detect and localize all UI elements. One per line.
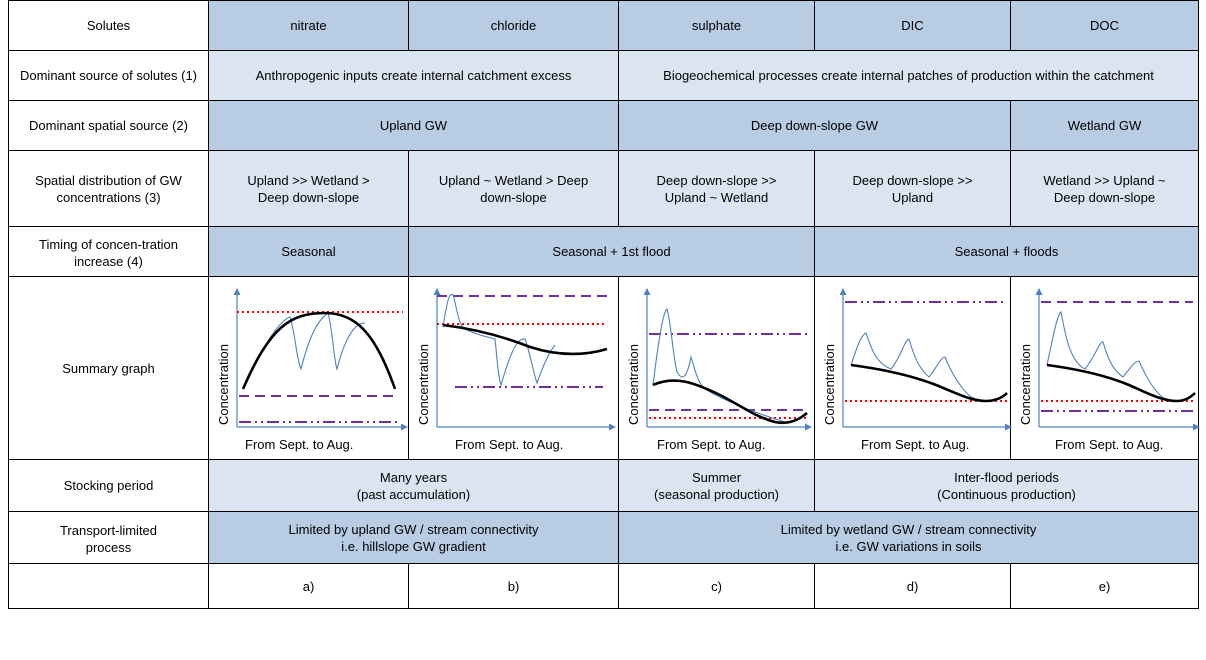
timing-first-flood: Seasonal + 1st flood xyxy=(408,226,815,277)
transport-wetland-line2: i.e. GW variations in soils xyxy=(835,538,982,554)
summary-graph-c: Concentration From Sept. to Aug. xyxy=(626,288,812,452)
summary-graph-d: Concentration From Sept. to Aug. xyxy=(822,288,1012,452)
label-solutes: Solutes xyxy=(8,0,209,51)
letter-a: a) xyxy=(208,563,409,609)
stocking-interflood-sub: (Continuous production) xyxy=(937,486,1076,502)
stocking-interflood-title: Inter-flood periods xyxy=(954,469,1059,485)
row-letters: a) b) c) d) e) xyxy=(8,563,1199,609)
row-summary-graph: Summary graph Concentration From Sept. t… xyxy=(8,276,1200,460)
spatial-deep-gw: Deep down-slope GW xyxy=(618,100,1011,151)
xlabel-a: From Sept. to Aug. xyxy=(245,437,353,452)
label-spatial-source: Dominant spatial source (2) xyxy=(8,100,209,151)
trend-curve-b xyxy=(442,323,608,356)
stocking-summer-sub: (seasonal production) xyxy=(653,486,780,502)
row-timing: Timing of concen-tration increase (4) Se… xyxy=(8,226,1199,277)
graph-cell-b: Concentration From Sept. to Aug. xyxy=(408,276,619,460)
solute-doc: DOC xyxy=(1010,0,1199,51)
stocking-summer: Summer (seasonal production) xyxy=(618,459,815,512)
stocking-many-years-sub: (past accumulation) xyxy=(356,486,471,502)
distribution-nitrate: Upland >> Wetland > Deep down-slope xyxy=(208,150,409,227)
ylabel-b: Concentration xyxy=(416,344,431,425)
distribution-sulphate: Deep down-slope >> Upland ~ Wetland xyxy=(618,150,815,227)
spatial-upland-gw: Upland GW xyxy=(208,100,619,151)
solute-summary-table: Solutes nitrate chloride sulphate DIC DO… xyxy=(8,0,1200,660)
trend-curve-d xyxy=(850,363,1008,403)
source-anthropogenic: Anthropogenic inputs create internal cat… xyxy=(208,50,619,101)
transport-upland-line2: i.e. hillslope GW gradient xyxy=(341,538,486,554)
stocking-summer-title: Summer xyxy=(691,469,742,485)
flood-signal-d xyxy=(850,332,1008,402)
source-biogeochemical: Biogeochemical processes create internal… xyxy=(618,50,1199,101)
timing-seasonal: Seasonal xyxy=(208,226,409,277)
flood-signal-c xyxy=(652,308,786,423)
solute-dic: DIC xyxy=(814,0,1011,51)
stocking-many-years: Many years (past accumulation) xyxy=(208,459,619,512)
letter-b: b) xyxy=(408,563,619,609)
graph-cell-d: Concentration From Sept. to Aug. xyxy=(814,276,1012,460)
flood-signal-b xyxy=(442,293,556,387)
summary-graph-b: Concentration From Sept. to Aug. xyxy=(416,288,616,452)
stocking-interflood: Inter-flood periods (Continuous producti… xyxy=(814,459,1199,512)
transport-upland-line1: Limited by upland GW / stream connectivi… xyxy=(288,521,539,537)
ylabel-d: Concentration xyxy=(822,344,837,425)
row-spatial-source: Dominant spatial source (2) Upland GW De… xyxy=(8,100,1199,151)
xlabel-b: From Sept. to Aug. xyxy=(455,437,563,452)
axes-b xyxy=(433,288,616,431)
xlabel-e: From Sept. to Aug. xyxy=(1055,437,1163,452)
distribution-dic: Deep down-slope >> Upland xyxy=(814,150,1011,227)
letter-d: d) xyxy=(814,563,1011,609)
axes-e xyxy=(1035,288,1200,431)
graph-cell-a: Concentration From Sept. to Aug. xyxy=(208,276,409,460)
letter-c: c) xyxy=(618,563,815,609)
trend-curve-c xyxy=(652,379,808,425)
transport-wetland: Limited by wetland GW / stream connectiv… xyxy=(618,511,1199,564)
row-transport: Transport-limited process Limited by upl… xyxy=(8,511,1199,564)
solute-sulphate: sulphate xyxy=(618,0,815,51)
transport-wetland-line1: Limited by wetland GW / stream connectiv… xyxy=(780,521,1037,537)
timing-floods: Seasonal + floods xyxy=(814,226,1199,277)
flood-signal-a xyxy=(242,312,366,390)
row-solutes: Solutes nitrate chloride sulphate DIC DO… xyxy=(8,0,1199,51)
label-stocking: Stocking period xyxy=(8,459,209,512)
row-stocking: Stocking period Many years (past accumul… xyxy=(8,459,1199,512)
axes-a xyxy=(233,288,408,431)
label-spatial-distribution: Spatial distribution of GW concentration… xyxy=(8,150,209,227)
ylabel-a: Concentration xyxy=(216,344,231,425)
axes-d xyxy=(839,288,1012,431)
spatial-wetland-gw: Wetland GW xyxy=(1010,100,1199,151)
label-timing: Timing of concen-tration increase (4) xyxy=(8,226,209,277)
axes-c xyxy=(643,288,812,431)
trend-curve-a xyxy=(241,311,397,390)
label-empty xyxy=(8,563,209,609)
row-spatial-distribution: Spatial distribution of GW concentration… xyxy=(8,150,1199,227)
graph-cell-e: Concentration From Sept. to Aug. xyxy=(1010,276,1200,460)
ylabel-e: Concentration xyxy=(1018,344,1033,425)
xlabel-c: From Sept. to Aug. xyxy=(657,437,765,452)
transport-upland: Limited by upland GW / stream connectivi… xyxy=(208,511,619,564)
distribution-chloride: Upland ~ Wetland > Deep down-slope xyxy=(408,150,619,227)
label-dominant-source: Dominant source of solutes (1) xyxy=(8,50,209,101)
flood-signal-e xyxy=(1046,311,1196,402)
solute-nitrate: nitrate xyxy=(208,0,409,51)
summary-table: Solutes nitrate chloride sulphate DIC DO… xyxy=(8,0,1200,609)
xlabel-d: From Sept. to Aug. xyxy=(861,437,969,452)
trend-curve-e xyxy=(1046,363,1196,403)
solute-chloride: chloride xyxy=(408,0,619,51)
letter-e: e) xyxy=(1010,563,1199,609)
summary-graph-a: Concentration From Sept. to Aug. xyxy=(216,288,408,452)
distribution-doc: Wetland >> Upland ~ Deep down-slope xyxy=(1010,150,1199,227)
summary-graph-e: Concentration From Sept. to Aug. xyxy=(1018,288,1200,452)
ylabel-c: Concentration xyxy=(626,344,641,425)
label-transport: Transport-limited process xyxy=(8,511,209,564)
row-dominant-source: Dominant source of solutes (1) Anthropog… xyxy=(8,50,1199,101)
graph-cell-c: Concentration From Sept. to Aug. xyxy=(618,276,815,460)
stocking-many-years-title: Many years xyxy=(379,469,448,485)
label-summary-graph: Summary graph xyxy=(8,276,209,460)
